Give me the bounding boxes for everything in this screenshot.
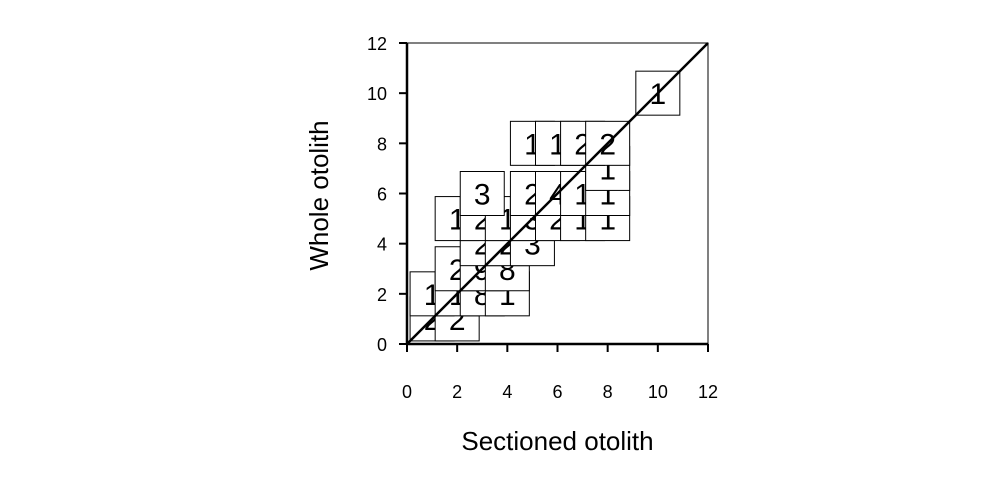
y-tick-label: 2 — [377, 285, 387, 305]
y-tick-label: 10 — [367, 84, 387, 104]
count-cell-box — [459, 171, 505, 216]
one-to-one-reference-line — [406, 42, 709, 345]
y-tick-label: 6 — [377, 185, 387, 205]
x-tick-label: 0 — [402, 382, 412, 402]
y-tick-label: 4 — [377, 235, 387, 255]
x-tick-label: 12 — [698, 382, 718, 402]
count-cell: 3 — [459, 171, 505, 216]
y-axis-title: Whole otolith — [304, 120, 334, 270]
y-tick-label: 8 — [377, 134, 387, 154]
x-tick-label: 4 — [502, 382, 512, 402]
x-tick-label: 6 — [552, 382, 562, 402]
x-axis-title: Sectioned otolith — [461, 426, 653, 456]
x-tick-label: 10 — [648, 382, 668, 402]
x-tick-label: 2 — [452, 382, 462, 402]
x-axis-ticks: 0 2 4 6 8 10 12 — [402, 344, 718, 402]
y-tick-label: 0 — [377, 335, 387, 355]
y-axis-ticks: 0 2 4 6 8 10 12 — [367, 34, 407, 355]
x-tick-label: 8 — [603, 382, 613, 402]
count-label: 3 — [474, 179, 491, 212]
y-tick-label: 12 — [367, 34, 387, 54]
count-cells: 221181298223121321132411111221 — [409, 70, 681, 342]
